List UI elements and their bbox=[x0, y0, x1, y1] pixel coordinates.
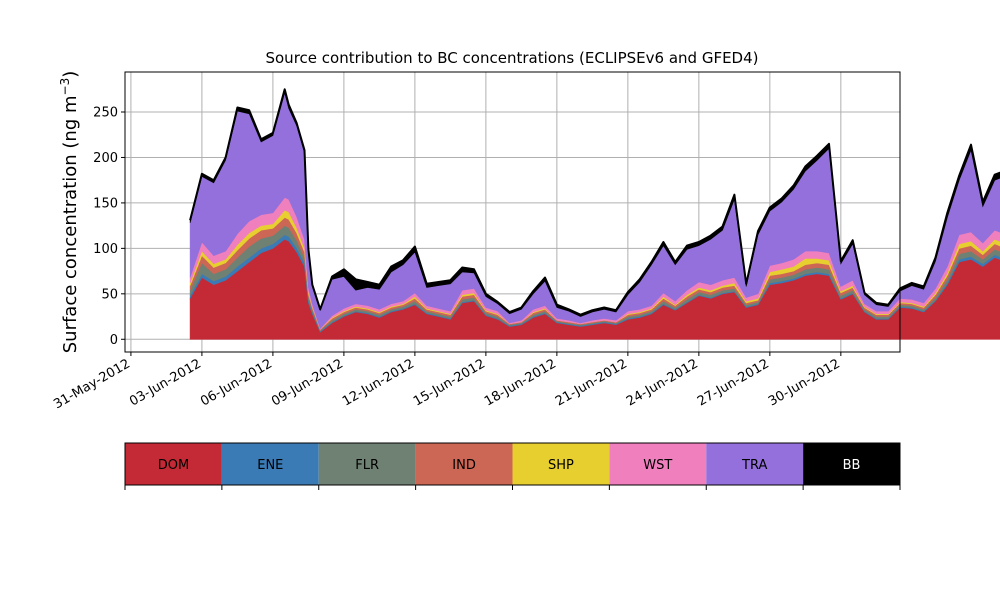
y-tick-label: 0 bbox=[110, 333, 118, 348]
legend-swatch-bb bbox=[803, 443, 900, 485]
legend-label-flr: FLR bbox=[355, 458, 379, 473]
total-outline-layer bbox=[189, 88, 1000, 316]
y-axis-label-main: Surface concentration (ng m bbox=[60, 95, 81, 353]
y-tick-label: 150 bbox=[93, 196, 118, 211]
total-outline bbox=[189, 88, 1000, 316]
y-tick-label: 250 bbox=[93, 106, 118, 121]
x-tick-label: 12-Jun-2012 bbox=[340, 356, 417, 409]
x-tick-label: 21-Jun-2012 bbox=[553, 356, 630, 409]
plot-frame bbox=[124, 71, 901, 353]
legend-label-ene: ENE bbox=[257, 458, 283, 473]
y-tick-label: 200 bbox=[93, 151, 118, 166]
y-axis-label: Surface concentration (ng m−3) bbox=[58, 71, 81, 354]
x-tick-label: 09-Jun-2012 bbox=[269, 356, 346, 409]
legend-label-wst: WST bbox=[643, 458, 672, 473]
y-axis-label-exponent: −3 bbox=[58, 78, 72, 96]
legend-swatch-ene bbox=[221, 443, 319, 485]
legend-swatch-shp bbox=[512, 443, 610, 485]
legend-label-tra: TRA bbox=[741, 458, 767, 473]
x-tick-label: 31-May-2012 bbox=[51, 356, 133, 412]
stacked-areas bbox=[189, 88, 1000, 340]
area-tra bbox=[189, 91, 1000, 329]
legend-colorbar: DOM ENE FLR IND SHP WST TRA BB bbox=[124, 442, 901, 490]
legend-swatch-ind bbox=[415, 443, 513, 485]
legend-frame bbox=[124, 442, 901, 486]
legend-label-dom: DOM bbox=[158, 458, 189, 473]
y-axis-label-close: ) bbox=[60, 71, 81, 78]
chart-title: Source contribution to BC concentrations… bbox=[265, 49, 758, 67]
legend-swatch-tra bbox=[706, 443, 804, 485]
x-tick-label: 15-Jun-2012 bbox=[411, 356, 488, 409]
y-axis: 0 50 100 150 200 250 bbox=[93, 106, 125, 348]
x-tick-label: 03-Jun-2012 bbox=[127, 356, 204, 409]
x-axis: 31-May-201203-Jun-201206-Jun-201209-Jun-… bbox=[51, 352, 843, 412]
legend-label-ind: IND bbox=[452, 458, 476, 473]
legend-swatch-flr bbox=[318, 443, 416, 485]
legend-label-bb: BB bbox=[843, 458, 861, 473]
legend-label-shp: SHP bbox=[548, 458, 574, 473]
x-tick-label: 06-Jun-2012 bbox=[198, 356, 275, 409]
y-tick-label: 100 bbox=[93, 242, 118, 257]
y-tick-label: 50 bbox=[101, 287, 118, 302]
x-tick-label: 18-Jun-2012 bbox=[482, 356, 559, 409]
x-tick-label: 27-Jun-2012 bbox=[695, 356, 772, 409]
x-tick-label: 24-Jun-2012 bbox=[624, 356, 701, 409]
legend-swatch-dom bbox=[125, 443, 222, 485]
x-tick-label: 30-Jun-2012 bbox=[766, 356, 843, 409]
legend-swatch-wst bbox=[609, 443, 707, 485]
